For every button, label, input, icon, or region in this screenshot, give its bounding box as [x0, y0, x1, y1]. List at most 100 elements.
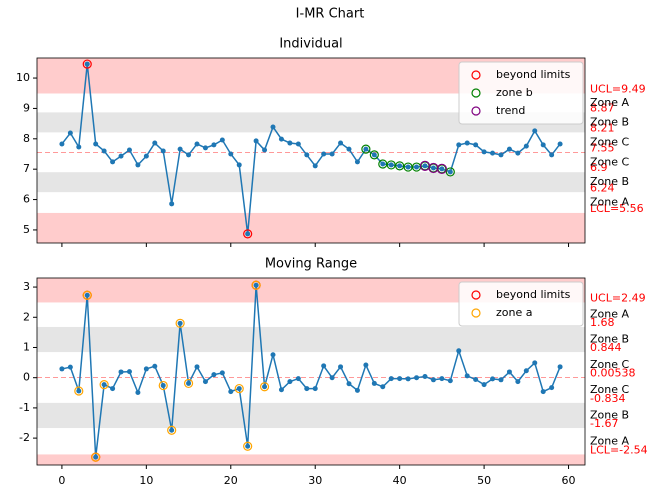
- point: [456, 142, 462, 148]
- point: [329, 151, 335, 157]
- flag-marker: [158, 380, 168, 391]
- point: [84, 292, 90, 298]
- point: [236, 386, 242, 392]
- point: [464, 140, 470, 146]
- y-tick-label: 2: [23, 310, 30, 323]
- point: [430, 165, 436, 171]
- point: [498, 377, 504, 383]
- legend-marker: [471, 70, 481, 80]
- point: [346, 146, 352, 152]
- zone-label: Zone A: [590, 434, 630, 447]
- point: [143, 153, 149, 159]
- point: [304, 152, 310, 158]
- zone-band: [37, 212, 585, 243]
- zone-label: Zone C: [590, 135, 630, 148]
- point: [169, 427, 175, 433]
- legend-label: beyond limits: [496, 288, 571, 301]
- point: [549, 152, 555, 158]
- point: [498, 152, 504, 158]
- point: [194, 364, 200, 370]
- point: [152, 363, 158, 369]
- y-tick-label: -2: [19, 431, 30, 444]
- point: [439, 376, 445, 382]
- point: [177, 320, 183, 326]
- limit-label: LCL=5.56: [590, 202, 644, 215]
- y-tick-label: 10: [16, 71, 30, 84]
- point: [126, 147, 132, 153]
- limit-label: 6.9: [590, 161, 608, 174]
- zone-band: [37, 93, 585, 113]
- y-tick-label: -1: [19, 401, 30, 414]
- zone-band: [37, 326, 585, 353]
- point: [354, 387, 360, 393]
- point: [295, 141, 301, 147]
- point: [414, 164, 420, 170]
- point: [101, 148, 107, 154]
- point: [262, 384, 268, 390]
- limit-label: 7.55: [590, 141, 615, 154]
- point: [540, 142, 546, 148]
- point: [422, 373, 428, 379]
- point: [447, 169, 453, 175]
- point: [287, 140, 293, 146]
- point: [430, 377, 436, 383]
- point: [186, 152, 192, 158]
- point: [557, 141, 563, 147]
- legend-marker: [471, 308, 481, 318]
- y-tick-label: 6: [23, 193, 30, 206]
- point: [380, 161, 386, 167]
- point: [532, 128, 538, 134]
- zone-label: Zone B: [590, 115, 629, 128]
- point: [84, 61, 90, 67]
- limit-label: 8.87: [590, 101, 615, 114]
- point: [329, 375, 335, 381]
- point: [67, 364, 73, 370]
- zone-label: Zone A: [590, 196, 630, 209]
- point: [160, 383, 166, 389]
- point: [169, 201, 175, 207]
- legend-label: beyond limits: [496, 68, 571, 81]
- point: [506, 146, 512, 152]
- point: [59, 141, 65, 147]
- point: [135, 162, 141, 168]
- point: [253, 138, 259, 144]
- point: [397, 163, 403, 169]
- zone-band: [37, 192, 585, 213]
- point: [278, 136, 284, 142]
- point: [245, 443, 251, 449]
- point: [354, 159, 360, 165]
- limit-label: 0.00538: [590, 367, 636, 380]
- flag-marker: [99, 380, 109, 390]
- point: [540, 389, 546, 395]
- flag-marker: [167, 425, 177, 435]
- point: [202, 379, 208, 385]
- y-tick-label: 8: [23, 132, 30, 145]
- point: [473, 377, 479, 383]
- point: [101, 382, 107, 388]
- y-tick-label: 3: [23, 280, 30, 293]
- figure-title: I-MR Chart: [296, 7, 365, 22]
- point: [67, 130, 73, 136]
- limit-label: 6.24: [590, 181, 615, 194]
- subplot-title: Individual: [279, 37, 342, 52]
- legend-box: [458, 281, 584, 327]
- zone-band: [37, 454, 585, 465]
- flag-marker: [369, 150, 379, 160]
- point: [371, 152, 377, 158]
- point: [219, 370, 225, 376]
- x-tick-label: 60: [562, 474, 576, 487]
- legend-label: zone b: [496, 86, 533, 99]
- point: [110, 159, 116, 165]
- zone-band: [37, 152, 585, 173]
- point: [405, 376, 411, 382]
- point: [93, 454, 99, 460]
- point: [363, 146, 369, 152]
- point: [278, 387, 284, 393]
- flag-marker: [82, 290, 92, 300]
- legend-marker: [471, 106, 481, 116]
- flag-marker: [243, 441, 253, 451]
- point: [270, 124, 276, 130]
- point: [388, 162, 394, 168]
